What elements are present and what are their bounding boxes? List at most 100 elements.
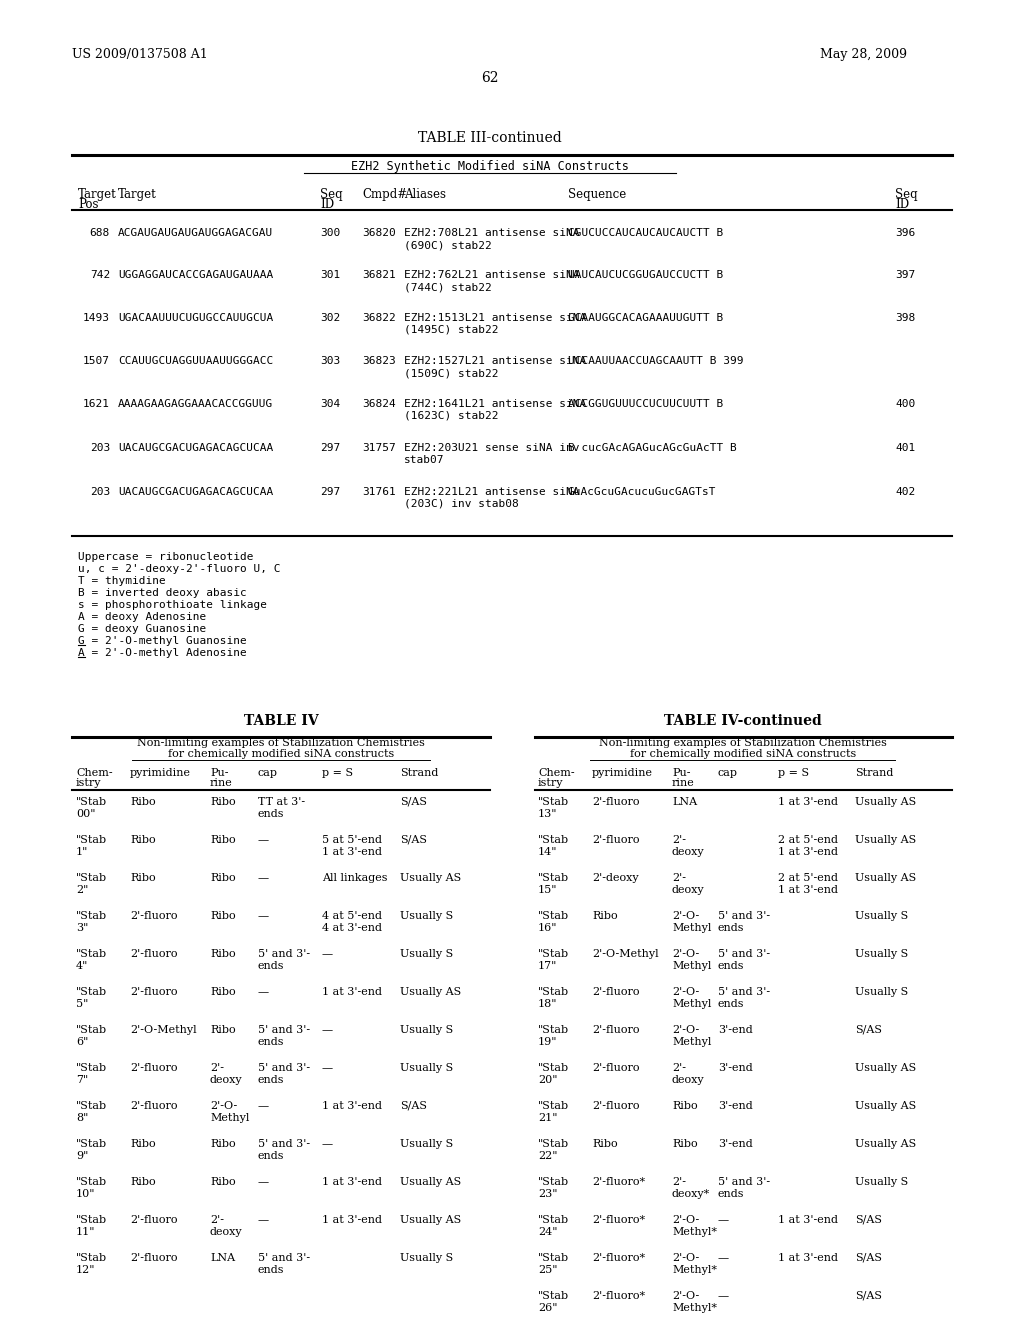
Text: 2'-O-
Methyl*: 2'-O- Methyl* [672, 1253, 717, 1275]
Text: LNA: LNA [672, 797, 697, 807]
Text: 2'-O-
Methyl*: 2'-O- Methyl* [672, 1214, 717, 1237]
Text: G = deoxy Guanosine: G = deoxy Guanosine [78, 624, 206, 634]
Text: "Stab
16": "Stab 16" [538, 911, 569, 933]
Text: 2'-fluoro*: 2'-fluoro* [592, 1177, 645, 1187]
Text: UACAUGCGACUGAGACAGCUCAA: UACAUGCGACUGAGACAGCUCAA [118, 444, 273, 453]
Text: EZH2:1513L21 antisense siNA: EZH2:1513L21 antisense siNA [404, 313, 587, 323]
Text: Target: Target [78, 187, 117, 201]
Text: "Stab
4": "Stab 4" [76, 949, 108, 970]
Text: (1509C) stab22: (1509C) stab22 [404, 368, 499, 378]
Text: Ribo: Ribo [210, 911, 236, 921]
Text: 1493: 1493 [83, 313, 110, 323]
Text: A = deoxy Adenosine: A = deoxy Adenosine [78, 612, 206, 622]
Text: S/AS: S/AS [400, 836, 427, 845]
Text: (690C) stab22: (690C) stab22 [404, 240, 492, 249]
Text: Usually S: Usually S [855, 911, 908, 921]
Text: CCAUUGCUAGGUUAAUUGGGACC: CCAUUGCUAGGUUAAUUGGGACC [118, 356, 273, 366]
Text: 1 at 3'-end: 1 at 3'-end [778, 1253, 838, 1263]
Text: 1621: 1621 [83, 399, 110, 409]
Text: Pu-: Pu- [672, 768, 690, 777]
Text: ID: ID [319, 198, 334, 211]
Text: 2'-
deoxy: 2'- deoxy [672, 1063, 705, 1085]
Text: —: — [718, 1253, 729, 1263]
Text: 2 at 5'-end
1 at 3'-end: 2 at 5'-end 1 at 3'-end [778, 873, 838, 895]
Text: "Stab
25": "Stab 25" [538, 1253, 569, 1275]
Text: TABLE IV-continued: TABLE IV-continued [665, 714, 822, 729]
Text: 2'-fluoro*: 2'-fluoro* [592, 1214, 645, 1225]
Text: 302: 302 [319, 313, 340, 323]
Text: 5' and 3'-
ends: 5' and 3'- ends [258, 1026, 310, 1047]
Text: 2'-O-
Methyl*: 2'-O- Methyl* [672, 1291, 717, 1312]
Text: 2'-fluoro: 2'-fluoro [592, 836, 640, 845]
Text: Usually AS: Usually AS [400, 1177, 461, 1187]
Text: cap: cap [718, 768, 738, 777]
Text: —: — [258, 836, 269, 845]
Text: for chemically modified siNA constructs: for chemically modified siNA constructs [168, 748, 394, 759]
Text: "Stab
00": "Stab 00" [76, 797, 108, 818]
Text: —: — [258, 1177, 269, 1187]
Text: 5' and 3'-
ends: 5' and 3'- ends [718, 949, 770, 970]
Text: Pos: Pos [78, 198, 98, 211]
Text: p = S: p = S [778, 768, 809, 777]
Text: —: — [718, 1214, 729, 1225]
Text: 5' and 3'-
ends: 5' and 3'- ends [718, 1177, 770, 1199]
Text: 203: 203 [90, 444, 110, 453]
Text: G = 2'-O-methyl Guanosine: G = 2'-O-methyl Guanosine [78, 636, 247, 645]
Text: "Stab
20": "Stab 20" [538, 1063, 569, 1085]
Text: Usually AS: Usually AS [855, 836, 916, 845]
Text: Ribo: Ribo [672, 1101, 697, 1111]
Text: 688: 688 [90, 228, 110, 238]
Text: stab07: stab07 [404, 455, 444, 465]
Text: 36820: 36820 [362, 228, 395, 238]
Text: —: — [258, 873, 269, 883]
Text: Ribo: Ribo [130, 873, 156, 883]
Text: (203C) inv stab08: (203C) inv stab08 [404, 499, 519, 510]
Text: pyrimidine: pyrimidine [130, 768, 191, 777]
Text: "Stab
24": "Stab 24" [538, 1214, 569, 1237]
Text: (1495C) stab22: (1495C) stab22 [404, 325, 499, 335]
Text: S/AS: S/AS [400, 797, 427, 807]
Text: Chem-: Chem- [538, 768, 574, 777]
Text: EZH2 Synthetic Modified siNA Constructs: EZH2 Synthetic Modified siNA Constructs [351, 160, 629, 173]
Text: 3'-end: 3'-end [718, 1026, 753, 1035]
Text: 31761: 31761 [362, 487, 395, 498]
Text: EZH2:203U21 sense siNA inv: EZH2:203U21 sense siNA inv [404, 444, 580, 453]
Text: "Stab
12": "Stab 12" [76, 1253, 108, 1275]
Text: "Stab
13": "Stab 13" [538, 797, 569, 818]
Text: 2'-fluoro*: 2'-fluoro* [592, 1253, 645, 1263]
Text: "Stab
10": "Stab 10" [76, 1177, 108, 1199]
Text: 2'-O-
Methyl: 2'-O- Methyl [672, 1026, 712, 1047]
Text: 2'-O-Methyl: 2'-O-Methyl [130, 1026, 197, 1035]
Text: 2'-fluoro: 2'-fluoro [592, 1101, 640, 1111]
Text: Usually S: Usually S [400, 1139, 454, 1148]
Text: Ribo: Ribo [592, 1139, 617, 1148]
Text: 4 at 5'-end
4 at 3'-end: 4 at 5'-end 4 at 3'-end [322, 911, 382, 933]
Text: Non-limiting examples of Stabilization Chemistries: Non-limiting examples of Stabilization C… [599, 738, 887, 748]
Text: Ribo: Ribo [672, 1139, 697, 1148]
Text: 5' and 3'-
ends: 5' and 3'- ends [258, 1139, 310, 1160]
Text: Ribo: Ribo [130, 1139, 156, 1148]
Text: ACGAUGAUGAUGAUGGAGACGAU: ACGAUGAUGAUGAUGGAGACGAU [118, 228, 273, 238]
Text: 2'-O-
Methyl: 2'-O- Methyl [672, 949, 712, 970]
Text: for chemically modified siNA constructs: for chemically modified siNA constructs [630, 748, 856, 759]
Text: 5' and 3'-
ends: 5' and 3'- ends [258, 1253, 310, 1275]
Text: Ribo: Ribo [130, 836, 156, 845]
Text: 5' and 3'-
ends: 5' and 3'- ends [718, 987, 770, 1008]
Text: Ribo: Ribo [210, 949, 236, 960]
Text: 1 at 3'-end: 1 at 3'-end [322, 1177, 382, 1187]
Text: Cmpd#: Cmpd# [362, 187, 408, 201]
Text: rine: rine [672, 777, 694, 788]
Text: "Stab
6": "Stab 6" [76, 1026, 108, 1047]
Text: Ribo: Ribo [210, 797, 236, 807]
Text: S/AS: S/AS [855, 1214, 882, 1225]
Text: 62: 62 [481, 71, 499, 84]
Text: B = inverted deoxy abasic: B = inverted deoxy abasic [78, 587, 247, 598]
Text: "Stab
1": "Stab 1" [76, 836, 108, 857]
Text: —: — [258, 1214, 269, 1225]
Text: 398: 398 [895, 313, 915, 323]
Text: "Stab
14": "Stab 14" [538, 836, 569, 857]
Text: istry: istry [76, 777, 101, 788]
Text: CGUCUCCAUCAUCAUCAUCTT B: CGUCUCCAUCAUCAUCAUCTT B [568, 228, 723, 238]
Text: p = S: p = S [322, 768, 353, 777]
Text: ID: ID [895, 198, 909, 211]
